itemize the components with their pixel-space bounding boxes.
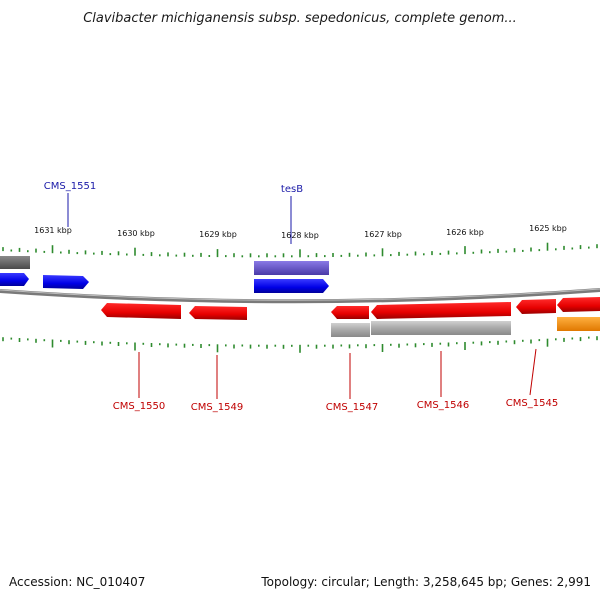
forward-strand-features — [0, 256, 329, 293]
gene-feature[interactable] — [331, 323, 370, 337]
gene-label[interactable]: CMS_1550 — [113, 401, 165, 412]
genome-summary-text: Topology: circular; Length: 3,258,645 bp… — [260, 575, 591, 589]
ruler-label: 1631 kbp — [34, 226, 72, 235]
gene-arrow-reverse[interactable] — [331, 306, 369, 319]
genome-backbone — [0, 288, 600, 304]
accession-text: Accession: NC_010407 — [9, 575, 145, 589]
gene-arrow-reverse[interactable] — [557, 297, 600, 312]
ruler-labels: 1631 kbp 1630 kbp 1629 kbp 1628 kbp 1627… — [34, 224, 567, 240]
ruler-label: 1625 kbp — [529, 224, 567, 233]
gene-feature[interactable] — [0, 256, 30, 269]
ruler-label: 1627 kbp — [364, 230, 402, 239]
reverse-gene-labels: CMS_1550 CMS_1549 CMS_1547 CMS_1546 CMS_… — [113, 348, 558, 413]
reverse-strand-features — [101, 297, 600, 337]
ruler-label: 1626 kbp — [446, 228, 484, 237]
gene-feature[interactable] — [557, 317, 600, 331]
gene-label[interactable]: tesB — [281, 184, 303, 195]
gene-label[interactable]: CMS_1547 — [326, 402, 378, 413]
forward-gene-labels: CMS_1551 tesB — [44, 181, 303, 244]
gene-arrow-forward[interactable] — [43, 275, 89, 289]
gene-arrow-forward[interactable] — [254, 279, 329, 293]
map-title: Clavibacter michiganensis subsp. sepedon… — [83, 11, 517, 26]
gene-arrow-forward[interactable] — [0, 273, 29, 286]
gene-label[interactable]: CMS_1546 — [417, 400, 469, 411]
ruler-label: 1629 kbp — [199, 230, 237, 239]
ruler-label: 1628 kbp — [281, 231, 319, 240]
ruler-label: 1630 kbp — [117, 229, 155, 238]
gene-arrow-reverse[interactable] — [101, 303, 181, 319]
ruler-ticks-bottom — [2, 336, 598, 353]
gene-arrow-reverse[interactable] — [371, 302, 511, 319]
gene-label[interactable]: CMS_1551 — [44, 181, 96, 192]
gene-arrow-reverse[interactable] — [189, 306, 247, 320]
gene-feature[interactable] — [254, 261, 329, 275]
gene-label[interactable]: CMS_1549 — [191, 402, 243, 413]
gene-feature[interactable] — [371, 321, 511, 335]
ruler-ticks-top — [2, 242, 598, 258]
gene-arrow-reverse[interactable] — [516, 299, 556, 314]
gene-label[interactable]: CMS_1545 — [506, 398, 558, 409]
